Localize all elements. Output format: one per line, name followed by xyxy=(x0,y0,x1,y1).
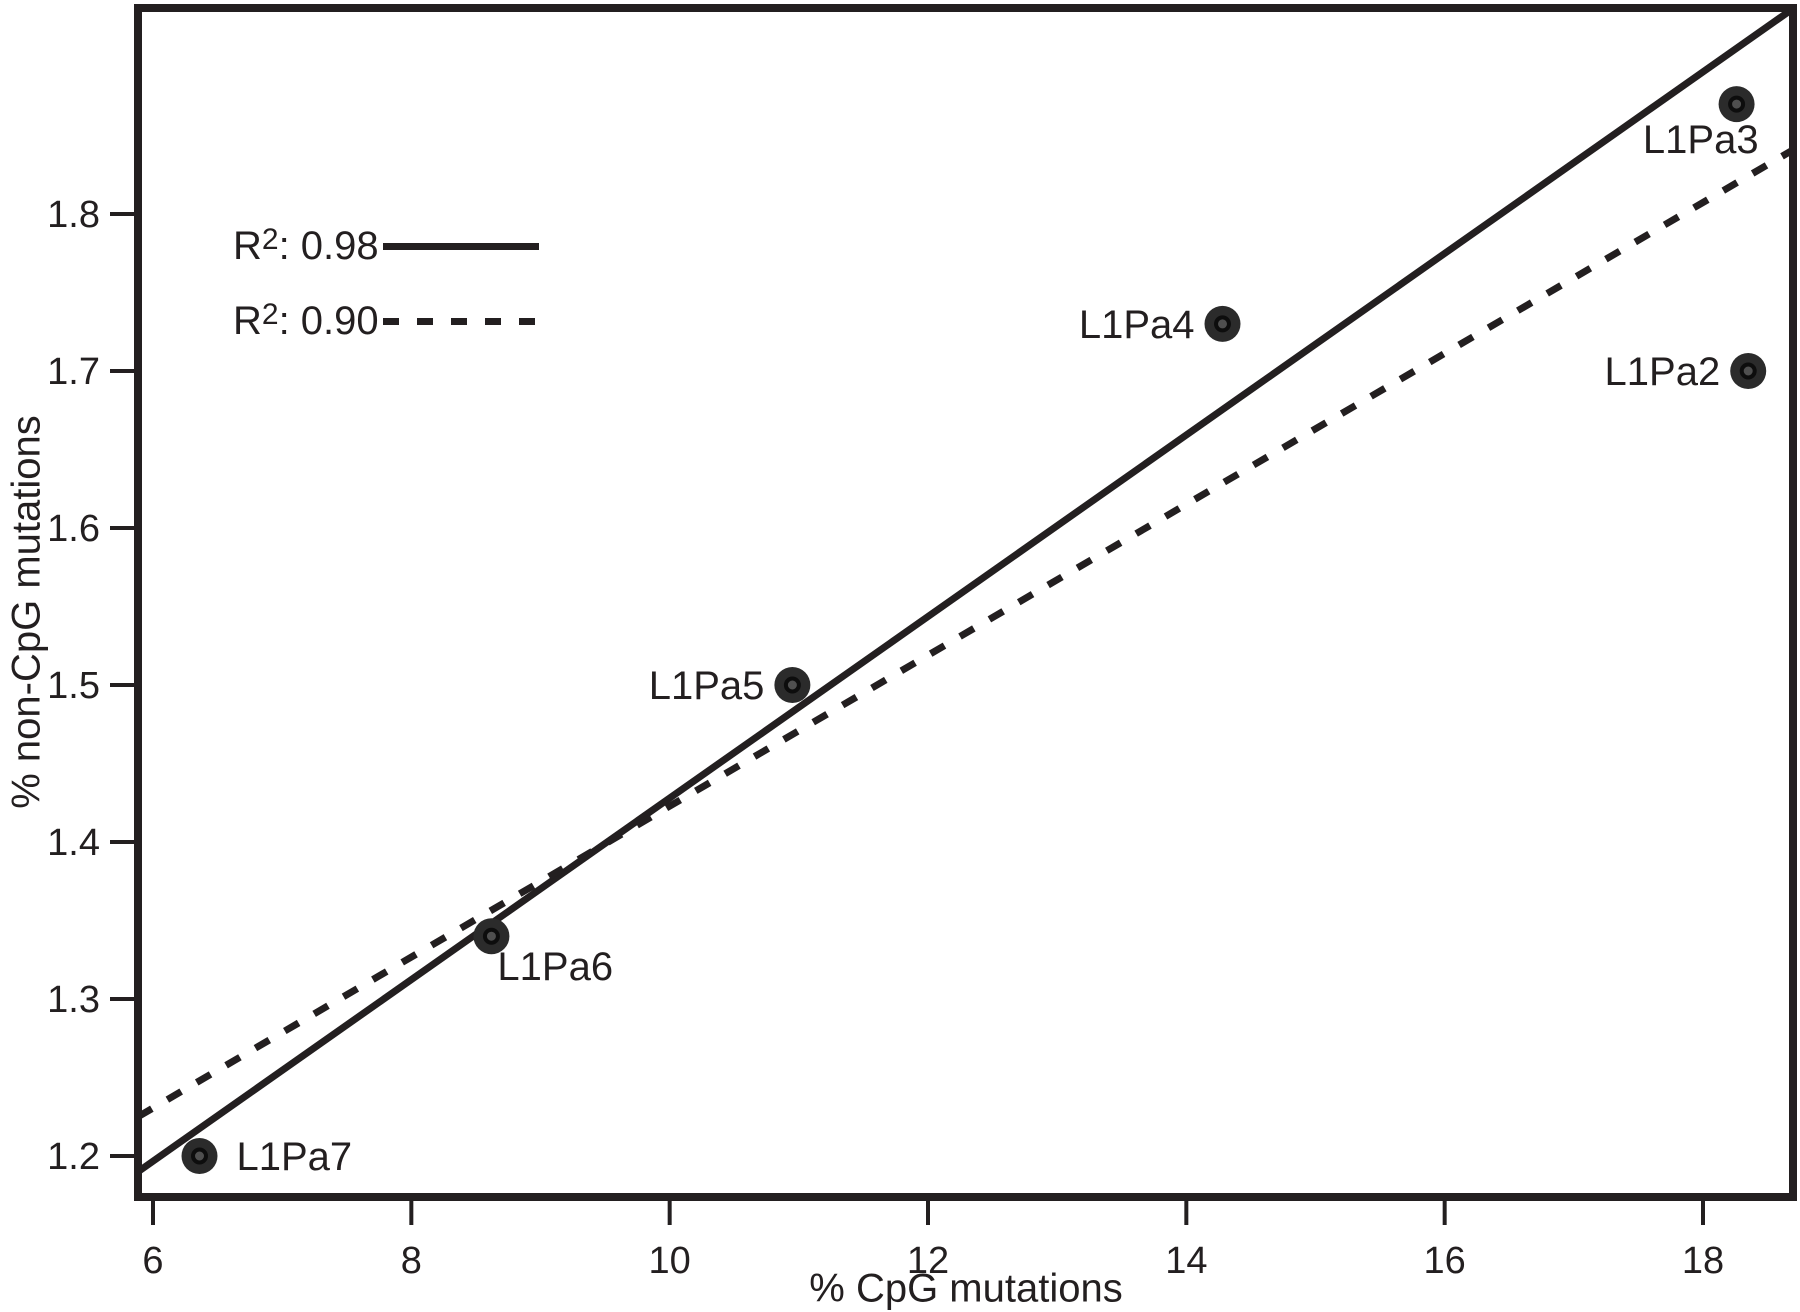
data-point-marker-center-L1Pa3 xyxy=(1728,95,1746,113)
legend-swatch-solid-line xyxy=(383,242,539,250)
y-axis-tick-label: 1.8 xyxy=(47,194,100,236)
x-axis-tick-label: 10 xyxy=(649,1240,691,1282)
data-point-label-L1Pa2: L1Pa2 xyxy=(1605,350,1721,394)
y-axis-tick-label: 1.4 xyxy=(47,822,100,864)
data-point-marker-center-L1Pa5 xyxy=(783,676,801,694)
legend-label-superscript: 2 xyxy=(261,297,279,331)
x-axis-tick-label: 8 xyxy=(401,1240,422,1282)
data-point-label-L1Pa7: L1Pa7 xyxy=(237,1135,353,1179)
legend-label-r2-dashed: R2: 0.90 xyxy=(233,299,383,344)
regression-line-dashed xyxy=(136,146,1796,1120)
y-axis-tick-label: 1.2 xyxy=(47,1136,100,1178)
plot-frame xyxy=(134,4,1797,1201)
data-point-label-L1Pa5: L1Pa5 xyxy=(649,664,765,708)
y-axis-tick-label: 1.5 xyxy=(47,665,100,707)
x-axis-tick-label: 18 xyxy=(1682,1240,1724,1282)
legend: R2: 0.98 R2: 0.90 xyxy=(233,220,539,370)
legend-label-r2-solid: R2: 0.98 xyxy=(233,224,383,269)
x-axis-tick-label: 12 xyxy=(907,1240,949,1282)
legend-label-prefix: R xyxy=(233,223,262,268)
legend-label-value: : 0.98 xyxy=(278,223,379,268)
legend-label-value: : 0.90 xyxy=(278,298,379,343)
y-axis-tick-label: 1.6 xyxy=(47,508,100,550)
legend-entry-dashed-fit: R2: 0.90 xyxy=(233,295,539,347)
x-axis-title: % CpG mutations xyxy=(809,1266,1123,1311)
legend-label-superscript: 2 xyxy=(261,222,279,256)
x-axis-tick-label: 16 xyxy=(1424,1240,1466,1282)
legend-entry-solid-fit: R2: 0.98 xyxy=(233,220,539,272)
data-point-marker-center-L1Pa6 xyxy=(482,927,500,945)
y-axis-tick-label: 1.7 xyxy=(47,351,100,393)
data-point-marker-center-L1Pa7 xyxy=(191,1147,209,1165)
data-point-label-L1Pa6: L1Pa6 xyxy=(497,945,613,989)
regression-line-solid xyxy=(136,5,1796,1175)
data-point-label-L1Pa4: L1Pa4 xyxy=(1079,303,1195,347)
x-axis-tick-label: 14 xyxy=(1165,1240,1207,1282)
data-point-marker-center-L1Pa4 xyxy=(1214,315,1232,333)
legend-label-prefix: R xyxy=(233,298,262,343)
x-axis-tick-label: 6 xyxy=(142,1240,163,1282)
data-point-marker-center-L1Pa2 xyxy=(1739,362,1757,380)
y-axis-title: % non-CpG mutations xyxy=(4,415,49,809)
data-point-label-L1Pa3: L1Pa3 xyxy=(1643,118,1759,162)
legend-swatch-dashed-line xyxy=(383,317,539,325)
y-axis-tick-label: 1.3 xyxy=(47,979,100,1021)
